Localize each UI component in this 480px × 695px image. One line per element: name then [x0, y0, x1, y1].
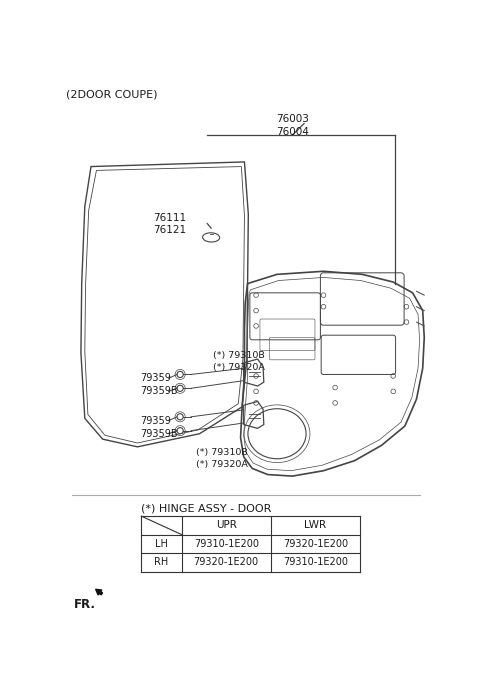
- Text: 79359B: 79359B: [140, 386, 178, 396]
- Text: LH: LH: [155, 539, 168, 549]
- Text: FR.: FR.: [74, 598, 96, 611]
- Text: 79359: 79359: [140, 373, 171, 384]
- Text: (*) 79310B
(*) 79320A: (*) 79310B (*) 79320A: [196, 448, 248, 469]
- Text: 79310-1E200: 79310-1E200: [283, 557, 348, 567]
- Text: UPR: UPR: [216, 521, 237, 530]
- Text: LWR: LWR: [304, 521, 326, 530]
- Text: 79359: 79359: [140, 416, 171, 425]
- Text: RH: RH: [155, 557, 168, 567]
- Text: 79359B: 79359B: [140, 429, 178, 439]
- Text: 76003
76004: 76003 76004: [276, 114, 309, 137]
- Text: (*) 79310B
(*) 79320A: (*) 79310B (*) 79320A: [214, 352, 265, 372]
- Text: 79310-1E200: 79310-1E200: [194, 539, 259, 549]
- Text: 79320-1E200: 79320-1E200: [193, 557, 259, 567]
- Text: (2DOOR COUPE): (2DOOR COUPE): [66, 90, 158, 99]
- Text: (*) HINGE ASSY - DOOR: (*) HINGE ASSY - DOOR: [142, 503, 272, 513]
- FancyArrow shape: [96, 589, 103, 595]
- Text: 79320-1E200: 79320-1E200: [283, 539, 348, 549]
- Text: 76111
76121: 76111 76121: [153, 213, 186, 235]
